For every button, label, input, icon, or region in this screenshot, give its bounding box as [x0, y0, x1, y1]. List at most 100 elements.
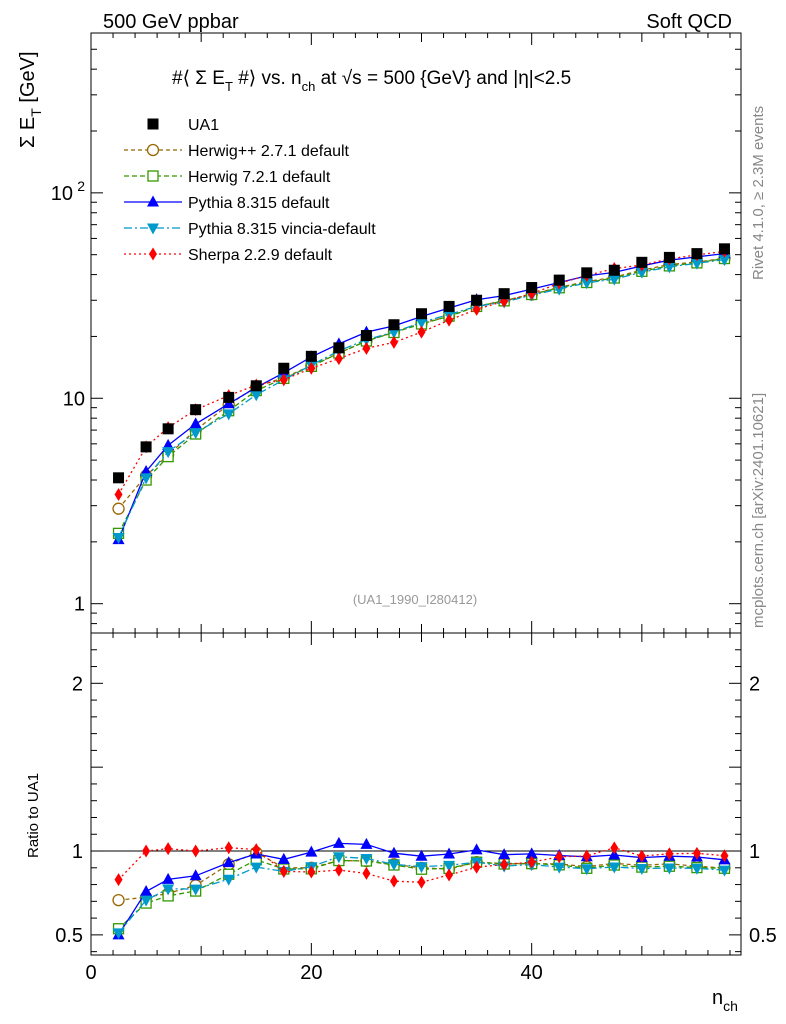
series-point: [690, 258, 703, 270]
ratio-series-point: [162, 872, 175, 884]
data-point: [636, 256, 648, 268]
ratio-series-point: [140, 895, 153, 907]
series-line: [117, 250, 725, 495]
series-point: [334, 352, 343, 366]
series-point: [279, 373, 288, 387]
ratio-y-tick-label-right: 2: [749, 673, 760, 695]
data-point: [333, 342, 345, 354]
series-line: [117, 257, 725, 534]
ratio-y-tick-label: 0.5: [55, 925, 83, 947]
header-right: Soft QCD: [646, 11, 732, 33]
ratio-series-point: [690, 863, 703, 875]
series-point: [362, 341, 371, 355]
series-point: [718, 255, 731, 267]
ratio-series-point: [498, 848, 511, 860]
series-line: [117, 258, 725, 538]
header-left: 500 GeV ppbar: [103, 11, 239, 33]
ratio-series-line: [118, 847, 725, 883]
ratio-series-point: [112, 893, 125, 907]
ratio-series-point: [470, 843, 483, 855]
ratio-series-point: [445, 868, 454, 882]
ratio-series-point: [360, 853, 373, 865]
ratio-series-point: [279, 864, 288, 878]
series-3: [112, 255, 731, 545]
rivet-label: Rivet 4.1.0, ≥ 2.3M events: [750, 106, 767, 280]
data-point: [162, 423, 174, 435]
ratio-series-point: [663, 863, 676, 875]
y-tick-label: 1: [74, 594, 85, 616]
ratio-series-point: [525, 847, 538, 859]
ratio-panel: 0 20 40 0.5 0.5 1 1 2 2: [55, 632, 777, 984]
ratio-series-point: [555, 850, 564, 864]
ratio-y-tick-label: 2: [72, 673, 83, 695]
data-point: [581, 267, 593, 279]
series-point: [114, 488, 123, 502]
data-point: [553, 274, 565, 286]
legend-label: Sherpa 2.2.9 default: [188, 247, 333, 264]
series-point: [250, 390, 263, 402]
x-tick-label: 0: [85, 962, 96, 984]
data-point: [416, 308, 428, 320]
ratio-series-point: [362, 866, 371, 880]
ratio-series-point: [582, 849, 591, 863]
legend-marker: [147, 195, 159, 207]
series-point: [580, 278, 593, 290]
data-point: [663, 251, 675, 263]
legend-marker: [149, 247, 157, 261]
legend: UA1 Herwig++ 2.7.1 default Herwig 7.2.1 de…: [124, 117, 376, 264]
ratio-series-point: [635, 864, 648, 876]
data-point: [360, 330, 372, 342]
series-point: [417, 325, 426, 339]
ratio-y-tick-label-right: 1: [749, 841, 760, 863]
series-point: [387, 327, 400, 339]
ratio-series-point: [387, 846, 400, 858]
legend-label: Herwig++ 2.7.1 default: [188, 143, 350, 160]
x-tick-label: 20: [300, 962, 322, 984]
series-2: [112, 247, 731, 545]
series-point: [472, 302, 481, 316]
ratio-series-point: [305, 845, 318, 857]
legend-entry-3: Pythia 8.315 vincia-default: [124, 221, 376, 238]
data-point: [278, 362, 290, 374]
ratio-series-point: [553, 862, 566, 874]
series-point: [415, 317, 428, 329]
legend-label: UA1: [188, 117, 219, 134]
ratio-series-line: [118, 856, 725, 934]
ratio-series-point: [277, 852, 290, 864]
ratio-series-point: [580, 864, 593, 876]
series-point: [389, 335, 398, 349]
ratio-y-tick-label: 1: [72, 841, 83, 863]
legend-marker: [147, 170, 159, 182]
data-point: [691, 248, 703, 260]
ratio-series-point: [718, 865, 731, 877]
series-point: [189, 428, 202, 440]
legend-entry-data: UA1: [147, 117, 219, 134]
series-point: [222, 409, 235, 421]
data-point: [526, 282, 538, 294]
legend-label: Pythia 8.315 default: [188, 195, 330, 212]
data-point: [190, 404, 202, 416]
ratio-series-line: [118, 859, 725, 930]
data-point: [113, 472, 125, 484]
legend-marker: [147, 118, 159, 130]
legend-entry-0: Herwig++ 2.7.1 default: [124, 143, 350, 160]
ratio-series-point: [389, 874, 398, 888]
ratio-series-3: [112, 852, 731, 940]
data-point: [471, 294, 483, 306]
chart-title: #⟨ Σ ET #⟩ vs. nch at √s = 500 {GeV} and…: [172, 68, 571, 94]
y-tick-label: 10: [63, 388, 85, 410]
ratio-series-point: [500, 858, 509, 872]
data-point: [443, 300, 455, 312]
ratio-series-point: [191, 844, 200, 858]
ratio-y-axis-label: Ratio to UA1: [25, 773, 42, 858]
series-point: [635, 267, 648, 279]
ratio-series-point: [332, 852, 345, 864]
x-tick-label: 40: [521, 962, 543, 984]
ratio-series-4: [114, 841, 729, 889]
ratio-series-point: [415, 849, 428, 861]
ratio-series-point: [665, 847, 674, 861]
ratio-series-point: [189, 884, 202, 896]
data-point: [388, 319, 400, 331]
ratio-series-point: [222, 856, 235, 868]
